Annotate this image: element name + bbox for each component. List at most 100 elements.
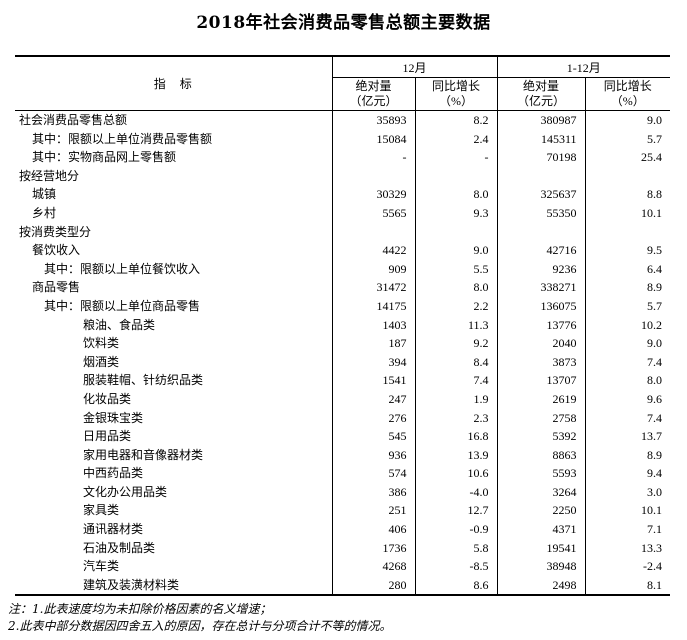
value-cell: 2040 — [496, 334, 586, 353]
value-cell: 9.2 — [414, 334, 498, 353]
indicator-cell: 日用品类 — [83, 429, 132, 444]
note-line: 2.此表中部分数据因四舍五入的原因，存在总计与分项合计不等的情况。 — [8, 619, 392, 633]
value-cell: 2.4 — [414, 129, 498, 149]
value-cell: 1541 — [331, 371, 415, 390]
header-group-jan-dec: 1-12月 — [496, 56, 671, 78]
table-row: 日用品类 545 16.8 5392 13.7 — [15, 427, 671, 446]
value-cell: 5.8 — [414, 538, 498, 558]
indicator-cell: 通讯器材类 — [83, 522, 144, 537]
value-cell: - — [331, 148, 415, 167]
table-row: 汽车类 4268 -8.5 38948 -2.4 — [15, 557, 671, 576]
value-cell: 7.4 — [584, 352, 671, 372]
value-cell: 13.7 — [584, 427, 671, 446]
indicator-cell: 按经营地分 — [19, 168, 80, 183]
table-row: 其中：实物商品网上零售额 - -70198 25.4 — [15, 148, 671, 167]
value-cell: 8.0 — [414, 278, 498, 297]
value-cell: 2.3 — [414, 408, 498, 428]
value-cell: 9.4 — [584, 464, 671, 483]
value-cell: - — [414, 148, 498, 167]
value-cell: 70198 — [496, 148, 586, 167]
value-cell: 1403 — [331, 315, 415, 335]
page-title: 2018年社会消费品零售总额主要数据 — [196, 13, 491, 33]
value-cell — [584, 166, 671, 186]
value-cell: 187 — [331, 334, 415, 353]
value-cell: 10.1 — [584, 501, 671, 521]
table-row: 文化办公用品类 386 -4.0 3264 3.0 — [15, 482, 671, 502]
table-row: 其中：限额以上单位消费品零售额 15084 2.4 145311 5.7 — [15, 129, 671, 149]
value-cell: 3873 — [496, 352, 586, 372]
value-cell: 380987 — [496, 110, 586, 130]
value-cell: 9.6 — [584, 389, 671, 409]
value-cell: 276 — [331, 408, 415, 428]
indicator-cell: 建筑及装潢材料类 — [83, 577, 180, 592]
header-growth-unit: （%） — [439, 94, 473, 108]
header-indicator: 指 标 — [15, 56, 333, 111]
table-row: 饮料类 187 9.2 2040 9.0 — [15, 334, 671, 353]
value-cell: 7.1 — [584, 520, 671, 539]
value-cell: 55350 — [496, 203, 586, 223]
value-cell: 13.3 — [584, 538, 671, 558]
value-cell: 247 — [331, 389, 415, 409]
value-cell: -0.9 — [414, 520, 498, 539]
value-cell: 1.9 — [414, 389, 498, 409]
header-absolute-unit: （亿元） — [349, 94, 398, 108]
value-cell: -8.5 — [414, 557, 498, 576]
value-cell: 8.1 — [584, 575, 671, 596]
value-cell: 13776 — [496, 315, 586, 335]
value-cell: 406 — [331, 520, 415, 539]
table-row: 乡村 5565 9.3 55350 10.1 — [15, 203, 671, 223]
header-growth-jandec: 同比增长 （%） — [584, 77, 671, 111]
value-cell: 3264 — [496, 482, 586, 502]
value-cell: 10.1 — [584, 203, 671, 223]
value-cell: 251 — [331, 501, 415, 521]
value-cell — [414, 166, 498, 186]
value-cell: 145311 — [496, 129, 586, 149]
value-cell: 12.7 — [414, 501, 498, 521]
value-cell: 9236 — [496, 259, 586, 279]
value-cell: 574 — [331, 464, 415, 483]
header-group-december: 12月 — [332, 56, 498, 78]
table-row: 按消费类型分 — [15, 222, 671, 242]
table-row: 建筑及装潢材料类 280 8.6 2498 8.1 — [15, 575, 671, 596]
indicator-cell: 金银珠宝类 — [83, 410, 144, 425]
value-cell: 8.8 — [584, 185, 671, 204]
value-cell — [331, 166, 415, 186]
table-row: 餐饮收入 4422 9.0 42716 9.5 — [15, 241, 671, 260]
value-cell: 386 — [331, 482, 415, 502]
value-cell: 8.0 — [584, 371, 671, 390]
value-cell: 4371 — [496, 520, 586, 539]
value-cell: 19541 — [496, 538, 586, 558]
indicator-cell: 粮油、食品类 — [83, 317, 156, 332]
value-cell: 3.0 — [584, 482, 671, 502]
value-cell: 7.4 — [584, 408, 671, 428]
indicator-cell: 家用电器和音像器材类 — [83, 447, 204, 462]
value-cell: 25.4 — [584, 148, 671, 167]
indicator-cell: 乡村 — [32, 205, 57, 220]
value-cell — [331, 222, 415, 242]
header-growth-dec: 同比增长 （%） — [414, 77, 498, 111]
value-cell: 30329 — [331, 185, 415, 204]
value-cell: 136075 — [496, 296, 586, 316]
note-line: 注：1.此表速度均为未扣除价格因素的名义增速； — [8, 602, 272, 616]
value-cell: -2.4 — [584, 557, 671, 576]
indicator-cell: 其中：限额以上单位餐饮收入 — [44, 261, 201, 276]
value-cell: 9.5 — [584, 241, 671, 260]
value-cell: 5593 — [496, 464, 586, 483]
value-cell: 8.9 — [584, 278, 671, 297]
retail-data-table: 指 标 12月 1-12月 绝对量 （亿元） 同比增长 （%） 绝对量 （亿元）… — [15, 55, 671, 597]
value-cell: 936 — [331, 445, 415, 465]
indicator-cell: 服装鞋帽、针纺织品类 — [83, 373, 204, 388]
indicator-cell: 烟酒类 — [83, 354, 120, 369]
header-sub-row: 绝对量 （亿元） 同比增长 （%） 绝对量 （亿元） 同比增长 （%） — [15, 77, 671, 111]
indicator-cell: 石油及制品类 — [83, 540, 156, 555]
value-cell: 9.0 — [584, 334, 671, 353]
table-row: 粮油、食品类 1403 11.3 13776 10.2 — [15, 315, 671, 335]
value-cell: 15084 — [331, 129, 415, 149]
indicator-cell: 家具类 — [83, 503, 120, 518]
value-cell: 1736 — [331, 538, 415, 558]
value-cell: 2.2 — [414, 296, 498, 316]
value-cell: 5.5 — [414, 259, 498, 279]
value-cell: 545 — [331, 427, 415, 446]
value-cell: 8.6 — [414, 575, 498, 596]
indicator-cell: 其中：限额以上单位商品零售 — [44, 298, 201, 313]
